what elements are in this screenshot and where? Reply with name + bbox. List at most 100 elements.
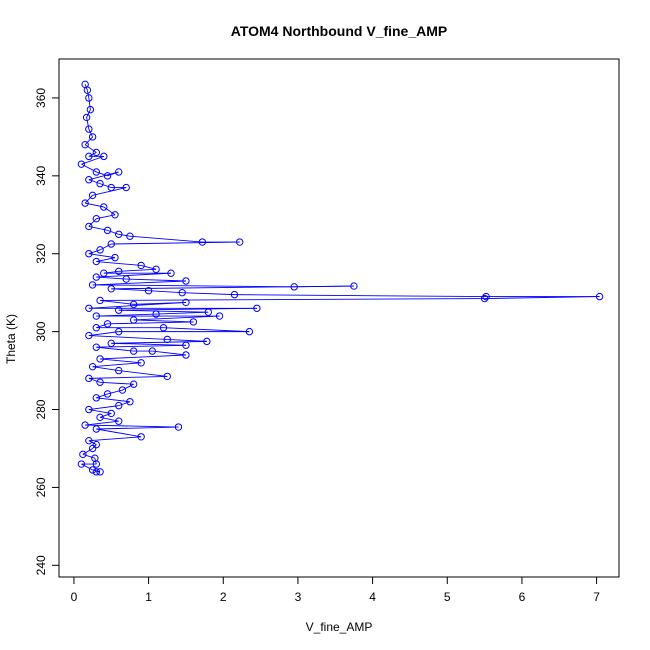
series-segment [118, 309, 209, 313]
data-point [100, 203, 108, 211]
series-segment [85, 424, 179, 428]
series-segment [129, 235, 203, 243]
data-point [152, 310, 160, 318]
y-tick-label: 320 [34, 243, 48, 263]
data-point [81, 199, 89, 207]
series-segment [88, 97, 91, 110]
data-point [178, 288, 186, 297]
data-point [96, 378, 104, 386]
data-point [100, 152, 108, 161]
x-tick-label: 7 [593, 590, 600, 604]
data-point [144, 287, 153, 295]
data-point [96, 179, 104, 188]
data-point [88, 133, 97, 141]
data-point [115, 327, 123, 336]
series-segment [107, 321, 194, 325]
data-point [85, 125, 93, 133]
data-point [235, 238, 244, 246]
data-point [82, 113, 91, 122]
data-point [203, 337, 211, 346]
series-segment [103, 206, 116, 216]
series-segment [100, 354, 186, 360]
data-point [230, 290, 239, 299]
data-point [107, 183, 115, 192]
data-point [129, 380, 138, 388]
data-point [86, 105, 95, 114]
data-point [115, 267, 123, 275]
series-segment [81, 463, 93, 471]
series-segment [234, 294, 487, 298]
series-segment [118, 401, 131, 407]
series-segment [100, 298, 485, 301]
data-point [115, 230, 123, 238]
series-segment [96, 261, 142, 266]
data-point [182, 351, 190, 359]
data-point [77, 460, 86, 468]
data-point [152, 265, 160, 274]
series-segment [111, 285, 354, 290]
data-series [77, 80, 604, 476]
data-point [115, 366, 123, 375]
series-segment [122, 383, 134, 391]
data-point [111, 211, 119, 219]
series-segment [99, 243, 112, 251]
data-point [174, 423, 183, 431]
y-axis-label: Theta (K) [4, 314, 18, 364]
data-point [159, 324, 168, 332]
series-segment [92, 280, 186, 286]
series-segment [86, 109, 91, 118]
data-point [92, 168, 101, 176]
data-point [79, 450, 87, 459]
series-segment [96, 346, 134, 352]
data-point [122, 183, 130, 192]
series-segment [96, 397, 130, 403]
plot-frame [58, 58, 620, 578]
series-segment [86, 90, 90, 99]
series-segment [182, 292, 235, 296]
data-point [129, 316, 138, 324]
series-segment [81, 163, 97, 173]
series-segment [100, 358, 142, 364]
data-point [148, 347, 157, 355]
series-segment [96, 426, 179, 430]
data-point [129, 347, 138, 355]
data-point [96, 468, 104, 476]
x-tick-label: 4 [369, 590, 376, 604]
series-segment [92, 187, 127, 196]
series-segment [133, 319, 194, 323]
data-point [85, 176, 93, 184]
data-point [103, 172, 112, 180]
x-tick-label: 6 [519, 590, 526, 604]
series-segment [96, 272, 172, 278]
data-point [92, 425, 101, 433]
data-point [204, 308, 213, 316]
chart-title: ATOM4 Northbound V_fine_AMP [231, 23, 447, 39]
x-axis: 0 1 2 3 4 5 6 7 [71, 576, 600, 604]
series-segment [88, 409, 112, 414]
series-segment [81, 155, 104, 165]
y-tick-label: 240 [34, 555, 48, 575]
data-point [167, 269, 175, 277]
y-tick-label: 340 [34, 166, 48, 186]
x-axis-label: V_fine_AMP [306, 620, 373, 634]
data-point [88, 362, 97, 371]
data-point [107, 285, 115, 293]
series-segment [88, 301, 186, 309]
series-segment [111, 288, 149, 292]
series-segment [167, 338, 207, 342]
y-tick-label: 360 [34, 88, 48, 108]
series-segment [86, 117, 90, 130]
series-segment [111, 241, 240, 245]
series-segment [92, 366, 119, 372]
data-point [92, 460, 101, 468]
data-point [83, 86, 92, 94]
data-point [85, 94, 93, 102]
series-segment [96, 393, 108, 399]
data-point [215, 312, 224, 320]
data-point [111, 253, 119, 262]
data-point [96, 355, 104, 363]
data-point [81, 140, 89, 149]
series-segment [82, 448, 93, 455]
series-segment [152, 350, 186, 356]
